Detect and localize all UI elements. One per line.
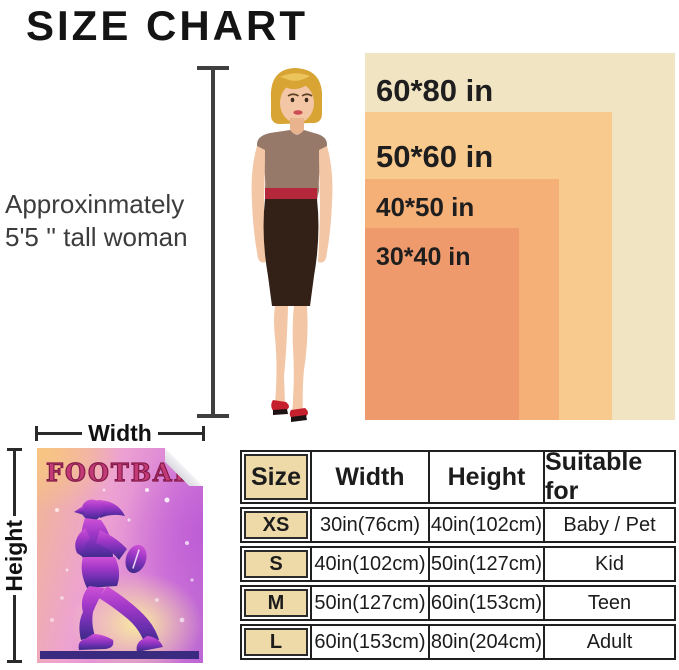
measure-bottom-tick xyxy=(197,414,229,418)
width-arrow-right-tick xyxy=(202,425,205,441)
height-arrow-line xyxy=(12,595,16,660)
header-suitable-for: Suitable for xyxy=(543,448,674,505)
football-player-graphic xyxy=(40,488,199,659)
woman-illustration xyxy=(251,68,333,422)
cell-suitable: Teen xyxy=(543,587,674,619)
height-arrow-line xyxy=(12,451,16,516)
height-arrow-bottom-tick xyxy=(6,660,22,663)
cell-size: S xyxy=(242,548,310,580)
size-box-label: 50*60 in xyxy=(376,139,494,174)
width-arrow-line xyxy=(157,431,202,435)
header-width: Width xyxy=(310,452,428,502)
blanket-ground-bar xyxy=(40,651,199,659)
measure-top-tick xyxy=(197,66,229,70)
cell-size: XS xyxy=(242,509,310,541)
table-row-xs: XS 30in(76cm) 40in(102cm) Baby / Pet xyxy=(240,507,676,543)
player-silhouette xyxy=(74,499,163,652)
width-arrow: Width xyxy=(35,421,205,445)
caption-line-1: Approxinmately xyxy=(5,189,185,219)
cell-suitable: Baby / Pet xyxy=(543,509,674,541)
caption-line-2: 5'5 '' tall woman xyxy=(5,222,188,252)
height-measure-line xyxy=(197,66,229,418)
table-row-s: S 40in(102cm) 50in(127cm) Kid xyxy=(240,546,676,582)
cell-suitable: Adult xyxy=(543,626,674,658)
blanket-preview: FOOTBALL xyxy=(37,448,203,663)
height-arrow-label: Height xyxy=(0,519,27,592)
width-arrow-line xyxy=(38,431,83,435)
width-arrow-label: Width xyxy=(88,419,152,446)
table-row-l: L 60in(153cm) 80in(204cm) Adult xyxy=(240,624,676,660)
cell-height: 60in(153cm) xyxy=(428,587,543,619)
height-arrow: Height xyxy=(0,448,27,663)
header-size: Size xyxy=(242,452,310,502)
height-arrow-top-tick xyxy=(6,448,22,451)
cell-height: 50in(127cm) xyxy=(428,548,543,580)
header-height: Height xyxy=(428,452,543,502)
table-row-m: M 50in(127cm) 60in(153cm) Teen xyxy=(240,585,676,621)
size-table: Size Width Height Suitable for XS 30in(7… xyxy=(240,448,676,663)
corner-fold xyxy=(165,448,203,486)
cell-width: 60in(153cm) xyxy=(310,626,428,658)
size-box-30x40: 30*40 in xyxy=(365,228,519,420)
person-height-caption: Approxinmately 5'5 '' tall woman xyxy=(5,188,188,254)
size-box-label: 30*40 in xyxy=(376,243,471,271)
cell-width: 30in(76cm) xyxy=(310,509,428,541)
size-box-label: 40*50 in xyxy=(376,192,475,222)
table-header-row: Size Width Height Suitable for xyxy=(240,448,676,505)
cell-width: 50in(127cm) xyxy=(310,587,428,619)
sparkles xyxy=(50,488,194,623)
cell-width: 40in(102cm) xyxy=(310,548,428,580)
cell-height: 40in(102cm) xyxy=(428,509,543,541)
cell-suitable: Kid xyxy=(543,548,674,580)
corner-fold-flap xyxy=(165,448,203,486)
size-box-label: 60*80 in xyxy=(376,73,494,108)
cell-size: L xyxy=(242,626,310,658)
cell-height: 80in(204cm) xyxy=(428,626,543,658)
width-arrow-left-tick xyxy=(35,425,38,441)
cell-size: M xyxy=(242,587,310,619)
page-title: SIZE CHART xyxy=(26,2,308,49)
measure-vertical-line xyxy=(211,70,215,414)
